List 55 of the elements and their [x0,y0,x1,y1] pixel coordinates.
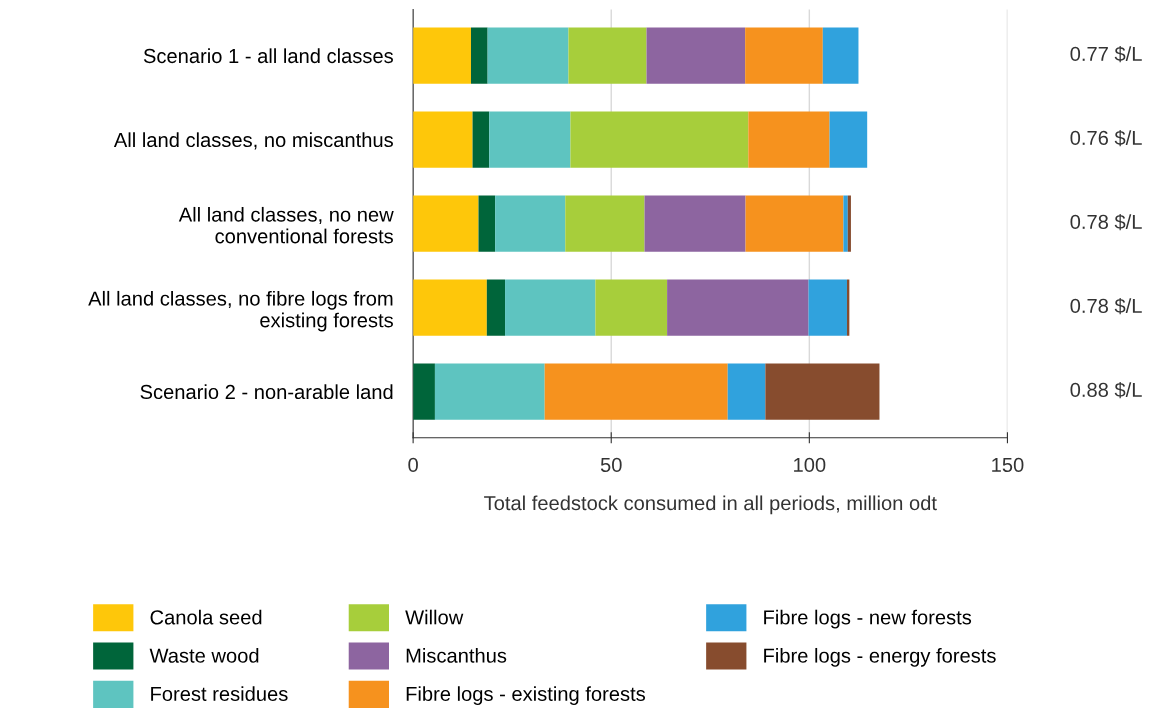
legend-label: Fibre logs - existing forests [406,686,646,706]
bar [644,195,746,252]
bar [745,195,844,252]
bar [486,279,506,336]
bar [829,111,868,168]
legend-label: Fibre logs - new forests [764,609,972,629]
x-tick-label: 0 [408,457,418,473]
x-tick-label: 100 [794,457,826,473]
bar [413,111,473,168]
y-tick-label: All land classes, no miscanthus [113,132,393,150]
x-tick-label: 50 [600,457,622,473]
bar [808,279,847,336]
legend-label: Forest residues [151,686,288,702]
bar [847,195,851,252]
legend-label: Waste wood [149,647,259,663]
bar [667,279,809,336]
bar [646,27,746,84]
bar [544,363,728,420]
bar [745,27,823,84]
y-tick-label: Scenario 1 - all land classes [143,48,393,64]
x-tick-label: 150 [992,457,1024,473]
bar [413,363,435,420]
y-tick-label: Scenario 2 - non-arable land [140,384,393,400]
bar [843,195,848,252]
bar [765,363,880,420]
text: 0.78 $/L [1070,213,1142,231]
bar [568,27,647,84]
bar [489,111,571,168]
bar [570,111,749,168]
bar [472,111,490,168]
x-axis-title: Total feedstock consumed in all periods, million odt [484,495,937,515]
bar [505,279,596,336]
bar [595,279,668,336]
text: 0.77 $/L [1070,45,1142,63]
bar [413,27,471,84]
bar [565,195,645,252]
bar [822,27,859,84]
bar [727,363,766,420]
text: 0.88 $/L [1070,381,1142,399]
bar [748,111,830,168]
bar [434,363,545,420]
bar [487,27,569,84]
legend-label: Willow [405,609,464,625]
bar [478,195,496,252]
y-tick-label: All land classes, no fibre logs from existing forests [88,290,393,332]
text: 0.78 $/L [1070,297,1142,315]
bar [470,27,488,84]
legend-label: Miscanthus [406,647,507,663]
y-tick-label: All land classes, no new conventional forests [178,206,394,244]
legend-label: Canola seed [150,609,262,625]
legend-label: Fibre logs - energy forests [764,647,996,667]
bar [413,279,487,336]
bar [495,195,566,252]
text: 0.76 $/L [1070,129,1142,147]
bar [413,195,479,252]
